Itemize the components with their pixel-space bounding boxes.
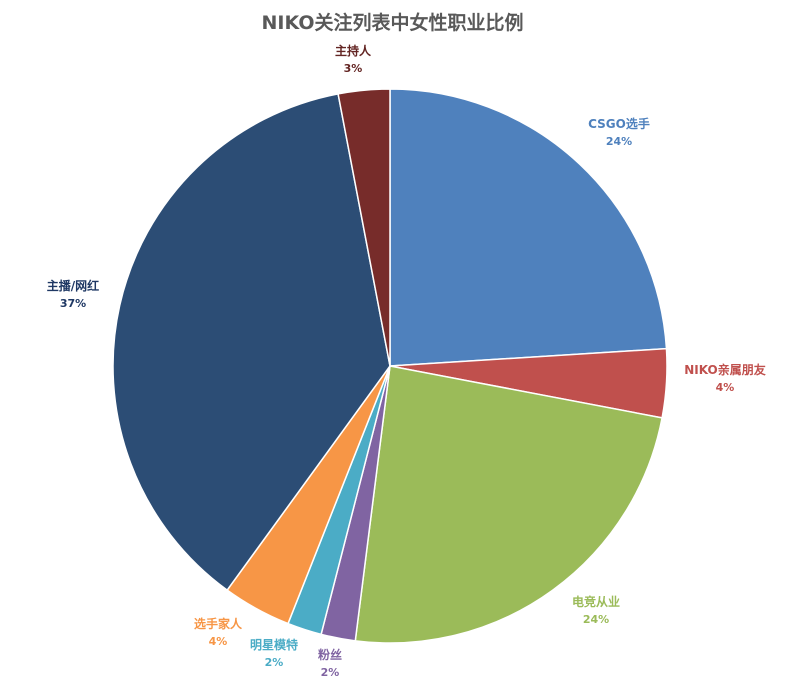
pie-slice [112, 93, 391, 592]
slice-category-label: 粉丝 [318, 647, 342, 662]
slice-percent-label: 4% [209, 635, 228, 648]
slice-category-label: 主播/网红 [47, 278, 99, 293]
pie-slice [337, 88, 391, 367]
slice-data-label: NIKO亲属朋友 4% [684, 362, 765, 394]
slice-category-label: CSGO选手 [588, 116, 650, 131]
pie-slices [112, 88, 668, 644]
slice-data-label: 主播/网红 37% [47, 278, 99, 310]
slice-data-label: 粉丝 2% [318, 647, 342, 679]
slice-data-label: CSGO选手 24% [588, 116, 650, 148]
slice-data-label: 主持人 3% [335, 43, 372, 75]
chart-title: NIKO关注列表中女性职业比例 [261, 12, 524, 34]
slice-percent-label: 3% [344, 62, 363, 75]
slice-data-label: 明星模特 2% [250, 637, 298, 669]
slice-percent-label: 2% [265, 656, 284, 669]
slice-percent-label: 4% [716, 381, 735, 394]
pie-labels: CSGO选手 24% NIKO亲属朋友 4% 电竞从业 24% 粉丝 2% 明星模特 2% 选手家人… [47, 43, 766, 679]
slice-category-label: 电竞从业 [572, 594, 620, 609]
slice-category-label: 选手家人 [194, 616, 243, 631]
slice-category-label: NIKO亲属朋友 [684, 362, 765, 377]
slice-category-label: 明星模特 [250, 637, 298, 652]
slice-percent-label: 2% [321, 666, 340, 679]
slice-percent-label: 37% [60, 297, 86, 310]
pie-slice [354, 365, 663, 644]
slice-percent-label: 24% [606, 135, 632, 148]
slice-data-label: 选手家人 4% [194, 616, 243, 648]
slice-data-label: 电竞从业 24% [572, 594, 620, 626]
slice-category-label: 主持人 [335, 43, 372, 58]
pie-slice [389, 88, 668, 367]
slice-percent-label: 24% [583, 613, 609, 626]
